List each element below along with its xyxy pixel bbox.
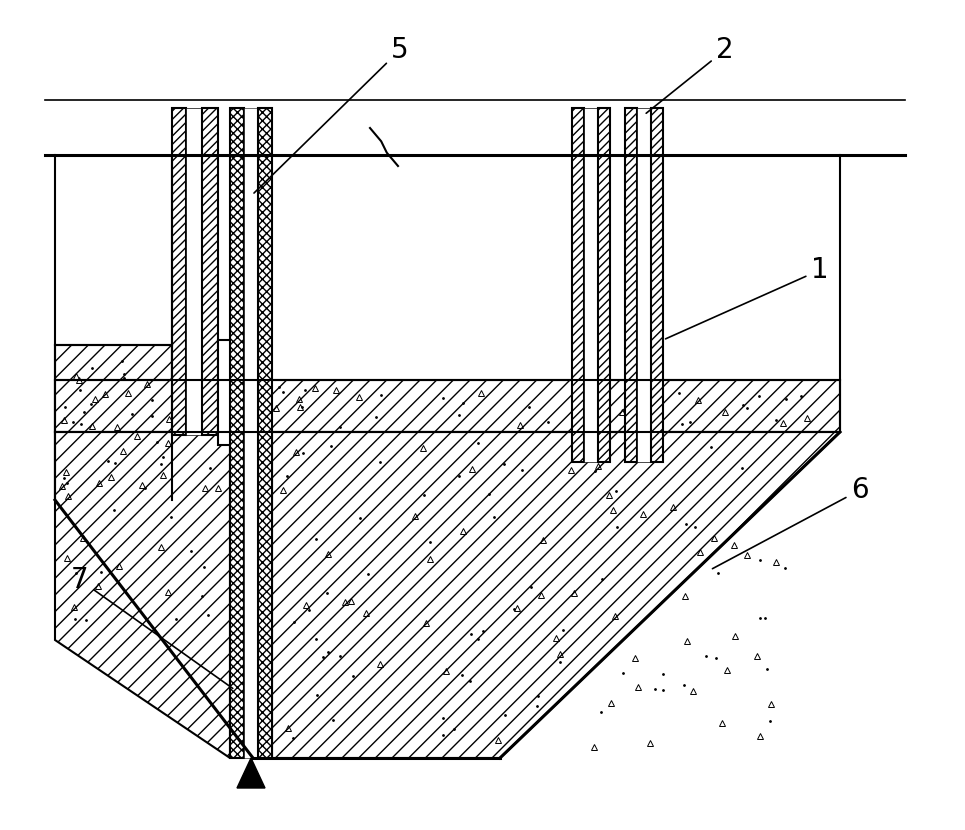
Text: 5: 5 xyxy=(254,36,409,193)
Polygon shape xyxy=(202,108,218,435)
Text: 7: 7 xyxy=(71,566,233,688)
Text: 2: 2 xyxy=(647,36,733,113)
Polygon shape xyxy=(258,108,272,758)
Polygon shape xyxy=(625,108,637,462)
Text: 1: 1 xyxy=(666,256,829,339)
Text: 6: 6 xyxy=(712,476,868,569)
Polygon shape xyxy=(230,108,244,758)
Polygon shape xyxy=(55,432,230,758)
Polygon shape xyxy=(598,108,610,462)
Polygon shape xyxy=(572,108,584,462)
Polygon shape xyxy=(651,108,663,462)
Polygon shape xyxy=(172,108,186,435)
Polygon shape xyxy=(637,108,651,462)
Polygon shape xyxy=(218,340,232,445)
Polygon shape xyxy=(272,432,840,758)
Polygon shape xyxy=(55,380,840,432)
Polygon shape xyxy=(237,758,265,788)
Polygon shape xyxy=(584,108,598,462)
Polygon shape xyxy=(55,345,172,500)
Polygon shape xyxy=(244,108,258,758)
Polygon shape xyxy=(186,108,202,435)
